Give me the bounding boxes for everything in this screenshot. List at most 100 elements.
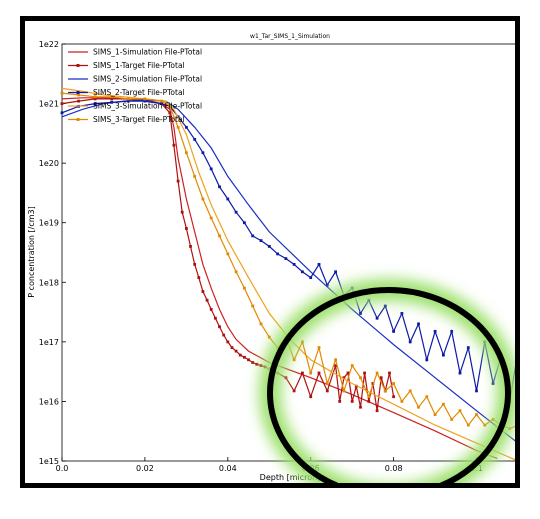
data-point <box>238 353 242 357</box>
data-point <box>433 330 437 333</box>
data-point <box>400 312 404 315</box>
data-point <box>60 111 64 115</box>
data-point <box>143 97 147 101</box>
data-point <box>334 364 337 367</box>
data-point <box>375 371 379 375</box>
data-point <box>317 371 321 375</box>
data-point <box>342 376 346 380</box>
data-point <box>309 371 313 375</box>
data-point <box>267 245 271 248</box>
data-point <box>325 389 329 393</box>
data-point <box>367 400 371 403</box>
data-point <box>110 100 114 104</box>
data-point <box>346 371 350 375</box>
data-point <box>458 371 462 375</box>
data-point <box>176 125 180 129</box>
data-point <box>234 270 238 274</box>
data-point <box>185 125 188 129</box>
data-point <box>367 395 371 399</box>
data-point <box>359 312 362 315</box>
y-tick-label: 1e21 <box>39 100 59 109</box>
data-point <box>350 364 354 367</box>
data-point <box>77 93 80 97</box>
legend-marker <box>76 118 80 121</box>
y-axis-title: P concentration [/cm3] <box>27 206 36 298</box>
legend-entry: SIMS_2-Target File-PTotal <box>93 88 185 97</box>
data-point <box>475 389 478 393</box>
data-point <box>301 270 304 274</box>
data-point <box>350 400 354 403</box>
data-point <box>209 216 213 220</box>
series-layer <box>60 87 515 461</box>
data-point <box>417 322 420 326</box>
data-point <box>193 263 197 266</box>
highlight-annotation <box>259 279 515 483</box>
legend-entry: SIMS_3-Target File-PTotal <box>93 115 185 124</box>
data-point <box>193 138 197 141</box>
data-point <box>450 330 454 333</box>
data-point <box>450 418 454 421</box>
data-point <box>160 102 163 105</box>
data-point <box>193 175 197 178</box>
y-tick-label: 1e15 <box>39 457 59 466</box>
data-point <box>442 353 445 357</box>
data-point <box>93 95 97 99</box>
data-point <box>363 371 366 375</box>
data-point <box>60 102 64 105</box>
data-point <box>342 389 346 393</box>
x-tick-label: 0.08 <box>385 464 403 473</box>
data-point <box>201 151 205 155</box>
chart-frame: w1_Tar_SIMS_1_Simulation 0.0 0.02 0.04 0.06… <box>20 16 520 488</box>
data-point <box>317 346 321 349</box>
chart-title: w1_Tar_SIMS_1_Simulation <box>250 33 330 40</box>
y-tick-label: 1e22 <box>39 40 59 49</box>
data-point <box>189 245 192 248</box>
data-point <box>375 316 379 320</box>
data-point <box>110 95 114 99</box>
data-point <box>475 413 478 416</box>
y-tick-label: 1e20 <box>39 159 59 168</box>
data-point <box>77 99 80 103</box>
data-point <box>334 358 337 362</box>
legend-entry: SIMS_2-Simulation File-PTotal <box>93 75 202 84</box>
data-point <box>243 286 246 290</box>
data-point <box>251 304 255 308</box>
x-tick-label: 0.04 <box>219 464 237 473</box>
data-point <box>383 389 387 393</box>
data-point <box>359 376 362 380</box>
data-point <box>201 290 205 293</box>
data-point <box>292 389 296 393</box>
data-point <box>160 99 163 103</box>
data-point <box>379 376 383 380</box>
data-point <box>383 304 387 308</box>
x-tick-label: 0.0 <box>56 464 69 473</box>
data-point <box>185 227 188 230</box>
data-point <box>247 358 250 362</box>
data-point <box>172 143 176 147</box>
data-point <box>168 104 172 108</box>
y-tick-label: 1e19 <box>39 219 59 228</box>
legend-entry: SIMS_3-Simulation File-PTotal <box>93 102 202 111</box>
data-point <box>180 210 184 214</box>
data-point <box>309 276 313 279</box>
data-point <box>433 413 437 416</box>
x-axis-title: Depth [micron] <box>260 473 321 482</box>
data-point <box>334 270 337 274</box>
data-point <box>126 99 130 103</box>
data-point <box>425 358 429 362</box>
data-point <box>209 308 213 311</box>
legend-marker <box>76 64 80 67</box>
data-point <box>325 382 329 385</box>
data-point <box>400 400 404 403</box>
data-point <box>259 322 263 326</box>
data-point <box>392 382 395 385</box>
data-point <box>491 382 495 385</box>
y-tick-label: 1e17 <box>39 338 59 347</box>
data-point <box>408 389 412 393</box>
series-line-2 <box>61 98 395 411</box>
data-point <box>222 333 226 337</box>
data-point <box>201 197 205 201</box>
data-point <box>143 99 147 103</box>
data-point <box>301 340 304 344</box>
data-point <box>234 349 238 353</box>
